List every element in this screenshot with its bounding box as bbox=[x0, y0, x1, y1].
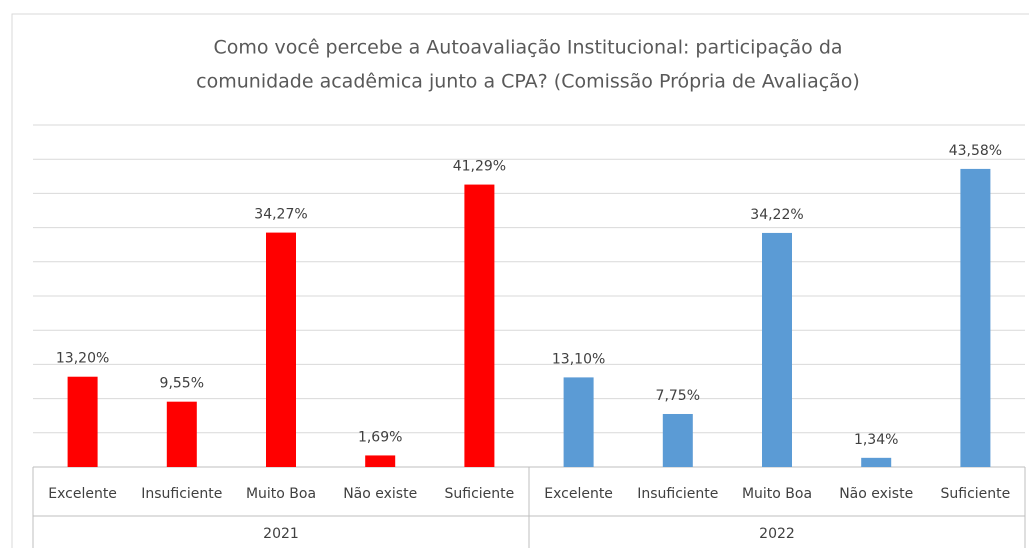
x-tick-label: Muito Boa bbox=[246, 486, 316, 502]
bar bbox=[464, 184, 495, 467]
x-tick-label: Muito Boa bbox=[742, 486, 812, 502]
data-label: 34,27% bbox=[254, 207, 307, 223]
data-label: 43,58% bbox=[949, 143, 1002, 159]
bar bbox=[266, 232, 296, 467]
x-tick-label: Suficiente bbox=[445, 486, 515, 502]
bar bbox=[960, 168, 991, 468]
data-label: 13,10% bbox=[552, 351, 605, 367]
chart-title: Como você percebe a Autoavaliação Instit… bbox=[213, 37, 842, 59]
group-label: 2022 bbox=[759, 526, 795, 542]
x-tick-label: Insuficiente bbox=[637, 486, 718, 502]
bar bbox=[365, 455, 396, 467]
data-label: 9,55% bbox=[160, 376, 204, 392]
bar bbox=[662, 413, 693, 467]
bar bbox=[166, 401, 197, 467]
data-label: 1,34% bbox=[854, 432, 898, 448]
data-label: 7,75% bbox=[656, 388, 700, 404]
data-label: 1,69% bbox=[358, 429, 402, 445]
data-label: 34,22% bbox=[750, 207, 803, 223]
x-tick-label: Insuficiente bbox=[141, 486, 222, 502]
bar bbox=[67, 376, 98, 467]
data-label: 41,29% bbox=[453, 159, 506, 175]
x-tick-label: Suficiente bbox=[941, 486, 1011, 502]
bar bbox=[563, 377, 594, 467]
chart-title: comunidade acadêmica junto a CPA? (Comis… bbox=[196, 71, 860, 93]
x-tick-label: Não existe bbox=[343, 486, 417, 502]
group-label: 2021 bbox=[263, 526, 299, 542]
data-label: 13,20% bbox=[56, 351, 109, 367]
chart-frame bbox=[11, 13, 1029, 548]
x-tick-label: Excelente bbox=[544, 486, 613, 502]
x-tick-label: Excelente bbox=[48, 486, 117, 502]
x-tick-label: Não existe bbox=[839, 486, 913, 502]
bar bbox=[762, 232, 792, 467]
bar bbox=[861, 457, 892, 467]
